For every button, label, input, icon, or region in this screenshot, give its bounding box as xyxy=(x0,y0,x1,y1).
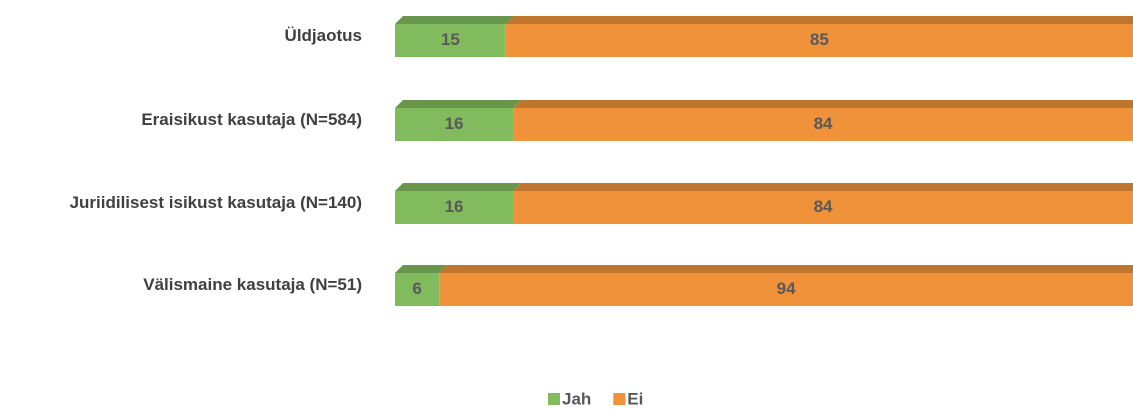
data-label: 16 xyxy=(445,197,464,216)
legend-label: Ei xyxy=(627,389,643,408)
bar-top xyxy=(395,100,522,108)
data-label: 85 xyxy=(810,30,829,49)
bar xyxy=(395,108,514,141)
bar xyxy=(395,273,440,306)
category-label: Eraisikust kasutaja (N=584) xyxy=(141,110,362,129)
data-label: 15 xyxy=(441,30,460,49)
data-label: 84 xyxy=(814,197,833,216)
bar-top xyxy=(395,265,448,273)
bar xyxy=(505,24,1133,57)
bar-top xyxy=(505,16,1133,24)
legend-swatch xyxy=(613,393,626,405)
category-label: Juriidilisest isikust kasutaja (N=140) xyxy=(70,193,362,212)
data-label: 6 xyxy=(412,279,421,298)
legend-label: Jah xyxy=(562,389,591,408)
data-label: 16 xyxy=(445,114,464,133)
bar xyxy=(439,273,1133,306)
data-label: 94 xyxy=(777,279,796,298)
bar xyxy=(395,191,514,224)
bar-top xyxy=(513,100,1133,108)
bar-top xyxy=(513,183,1133,191)
legend-swatch xyxy=(548,393,560,405)
bar xyxy=(513,191,1133,224)
bar-top xyxy=(395,16,514,24)
bar-top xyxy=(395,183,522,191)
bar xyxy=(395,24,506,57)
category-label: Välismaine kasutaja (N=51) xyxy=(143,275,362,294)
data-label: 84 xyxy=(814,114,833,133)
bar-top xyxy=(439,265,1133,273)
category-label: Üldjaotus xyxy=(285,26,362,45)
bar xyxy=(513,108,1133,141)
